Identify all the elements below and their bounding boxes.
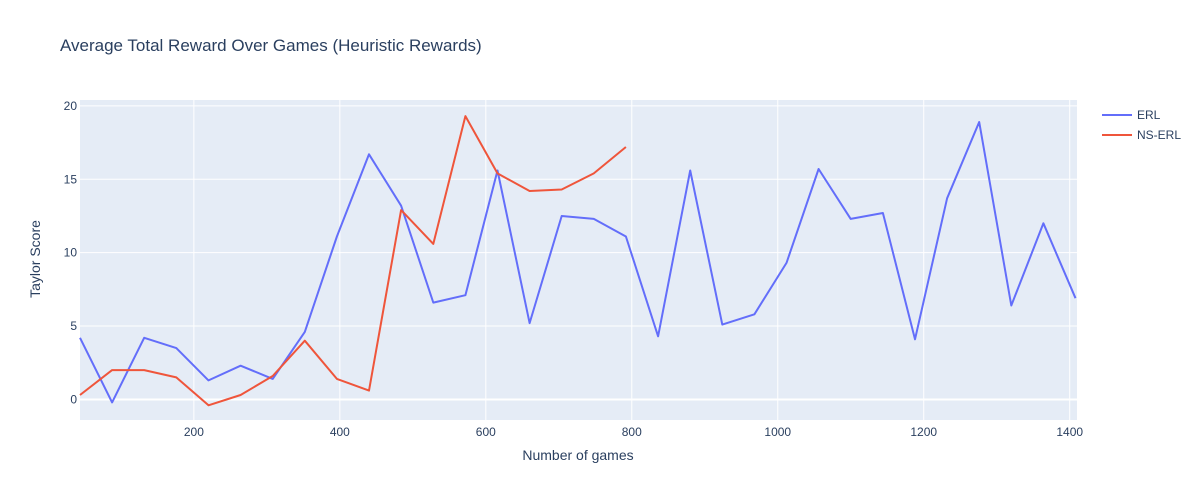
legend-label: ERL	[1137, 108, 1161, 122]
series-line-erl	[79, 121, 1077, 404]
y-tick-label: 20	[64, 99, 78, 113]
plot-area	[80, 100, 1077, 420]
y-axis-title: Taylor Score	[27, 220, 43, 298]
legend-item-ns-erl[interactable]: NS-ERL	[1102, 128, 1181, 142]
chart-title: Average Total Reward Over Games (Heurist…	[60, 36, 482, 55]
y-tick-label: 5	[70, 319, 77, 333]
y-tick-label: 0	[70, 392, 77, 406]
legend-label: NS-ERL	[1137, 128, 1181, 142]
x-tick-label: 1400	[1056, 425, 1083, 439]
y-tick-label: 15	[64, 172, 78, 186]
y-tick-label: 10	[64, 246, 78, 260]
series-line-ns-erl	[79, 115, 627, 407]
x-tick-label: 200	[184, 425, 204, 439]
legend-item-erl[interactable]: ERL	[1102, 108, 1161, 122]
x-axis-title: Number of games	[522, 447, 633, 463]
x-tick-label: 600	[476, 425, 496, 439]
x-tick-label: 400	[330, 425, 350, 439]
x-tick-label: 1200	[910, 425, 937, 439]
series-lines	[79, 115, 1077, 407]
x-tick-label: 1000	[764, 425, 791, 439]
x-tick-label: 800	[622, 425, 642, 439]
legend[interactable]: ERL NS-ERL	[1102, 108, 1181, 142]
axis-ticks: 200 400 600 800 1000 1200 1400 0 5 10 15 20	[64, 99, 1084, 439]
